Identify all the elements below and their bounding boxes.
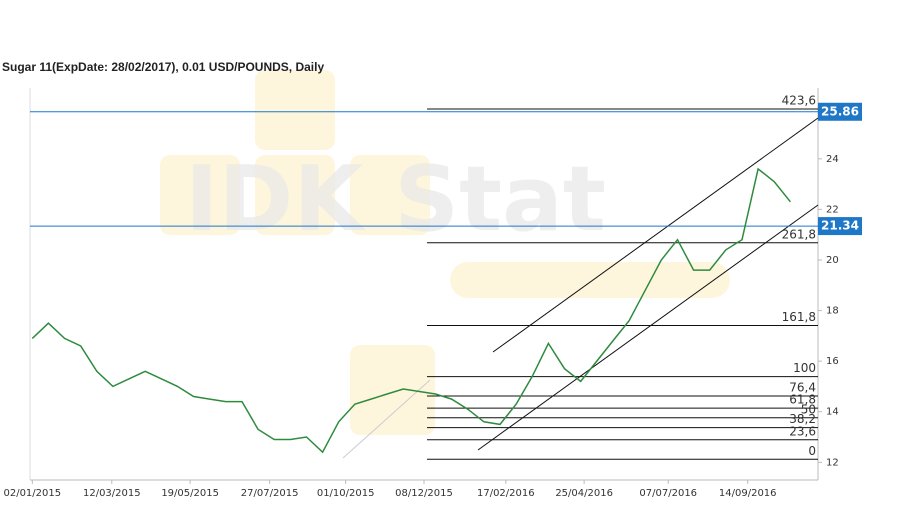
price-label: 21.34 (821, 219, 859, 233)
fib-label: 0 (808, 444, 816, 458)
y-tick-label: 20 (826, 255, 839, 266)
x-tick-label: 25/04/2016 (555, 488, 613, 499)
y-tick-label: 22 (826, 204, 839, 215)
watermark-box (160, 155, 240, 235)
fib-label: 423,6 (782, 93, 816, 107)
watermark: IDK Stat (185, 147, 606, 252)
x-tick-label: 12/03/2015 (83, 488, 141, 499)
x-tick-label: 17/02/2016 (477, 488, 535, 499)
x-tick-label: 27/07/2015 (241, 488, 299, 499)
watermark-box (255, 70, 335, 150)
x-tick-label: 08/12/2015 (395, 488, 453, 499)
y-tick-label: 12 (826, 457, 839, 468)
x-tick-label: 01/10/2015 (317, 488, 375, 499)
y-tick-label: 14 (826, 407, 839, 418)
y-tick-label: 24 (826, 154, 839, 165)
price-label: 25.86 (821, 104, 859, 118)
watermark-box (255, 155, 335, 235)
y-tick-label: 16 (826, 356, 839, 367)
y-tick-label: 18 (826, 306, 839, 317)
chart-title: Sugar 11(ExpDate: 28/02/2017), 0.01 USD/… (2, 60, 324, 74)
fib-label: 38,2 (789, 412, 816, 426)
x-tick-label: 19/05/2015 (161, 488, 219, 499)
price-label-box (818, 217, 862, 236)
trend-line (342, 379, 431, 459)
fib-label: 76,4 (789, 381, 816, 395)
fib-label: 261,8 (782, 227, 816, 241)
watermark-bar (450, 262, 730, 298)
x-tick-label: 07/07/2016 (639, 488, 697, 499)
fib-label: 23,6 (789, 424, 816, 438)
fib-label: 161,8 (782, 310, 816, 324)
channel-line (477, 204, 819, 451)
fib-label: 61,8 (789, 393, 816, 407)
channel-line (492, 117, 819, 353)
fib-label: 100 (793, 361, 816, 375)
price-label-box (818, 102, 862, 121)
x-tick-label: 02/01/2015 (3, 488, 61, 499)
x-tick-label: 14/09/2016 (719, 488, 777, 499)
watermark-box (350, 345, 435, 435)
price-line-series (31, 167, 791, 454)
fib-label: 50 (801, 402, 816, 416)
watermark-box (350, 155, 430, 235)
